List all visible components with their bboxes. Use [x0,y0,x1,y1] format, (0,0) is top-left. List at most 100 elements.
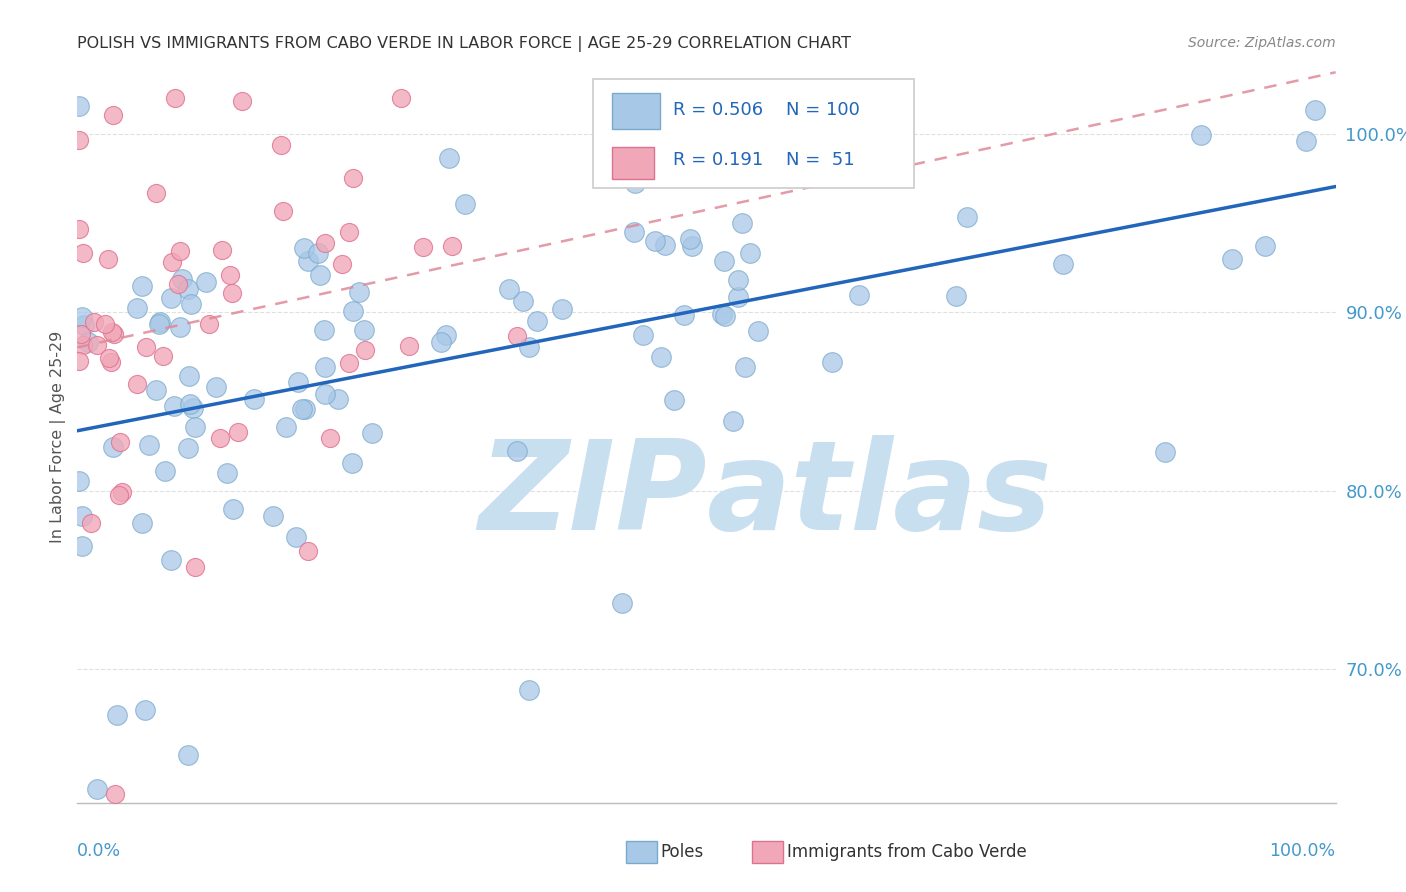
Point [105,708,128,723]
Text: 100.0%: 100.0% [1270,842,1336,860]
Point [163,399,186,413]
Point [1220,252,1243,266]
Point [72,337,94,351]
Point [165,91,187,105]
Point [319,431,342,445]
Point [610,596,633,610]
Point [673,308,696,322]
Point [149,315,172,329]
Point [170,271,193,285]
Point [270,138,292,153]
Point [262,508,284,523]
Point [152,349,174,363]
Bar [612,147,654,179]
Point [454,196,477,211]
Point [297,544,319,558]
Point [138,438,160,452]
Point [337,357,360,371]
Point [205,380,228,394]
Text: 0.0%: 0.0% [77,842,121,860]
Point [108,435,131,450]
Point [101,107,124,121]
Point [434,328,457,343]
Point [664,392,686,407]
Point [221,286,243,301]
Point [219,268,242,282]
Point [945,289,967,303]
Text: N =  51: N = 51 [786,152,855,169]
Point [314,387,336,401]
Point [644,235,666,249]
Point [1303,103,1326,117]
Point [650,350,672,364]
Point [727,273,749,287]
Point [86,338,108,352]
Point [347,285,370,299]
Point [512,293,534,308]
Point [292,241,315,255]
Point [208,431,231,445]
Point [148,317,170,331]
Point [506,444,529,458]
Point [145,383,167,397]
Point [430,334,453,349]
Point [307,245,329,260]
Point [505,328,527,343]
Point [222,501,245,516]
Text: atlas: atlas [707,435,1052,556]
Point [1189,128,1212,142]
Point [721,414,744,428]
Point [1295,134,1317,148]
Point [360,425,382,440]
Point [131,516,153,530]
Point [439,151,461,165]
Point [184,560,207,574]
Point [125,301,148,316]
Text: POLISH VS IMMIGRANTS FROM CABO VERDE IN LABOR FORCE | AGE 25-29 CORRELATION CHAR: POLISH VS IMMIGRANTS FROM CABO VERDE IN … [77,36,851,52]
Point [744,131,766,145]
Point [956,210,979,224]
Point [342,456,364,470]
Point [330,257,353,271]
Point [623,225,645,239]
Point [100,355,122,369]
Point [72,539,94,553]
Point [526,314,548,328]
Text: Source: ZipAtlas.com: Source: ZipAtlas.com [1188,36,1336,50]
Point [714,309,737,323]
Point [231,95,253,109]
Point [654,238,676,252]
Point [100,325,122,339]
Point [412,240,434,254]
Point [97,252,120,267]
Point [314,323,336,337]
Text: R = 0.191: R = 0.191 [672,152,763,169]
Point [72,310,94,324]
Point [111,485,134,500]
Point [169,319,191,334]
Point [166,277,188,291]
Point [848,288,870,302]
Point [107,488,129,502]
Point [127,377,149,392]
Point [177,747,200,762]
Point [291,402,314,417]
Point [679,232,702,246]
Point [181,401,204,416]
Point [179,369,201,384]
Point [177,441,200,455]
Point [243,392,266,407]
Point [153,464,176,478]
Point [738,245,761,260]
Point [328,392,350,407]
Point [195,275,218,289]
Point [747,324,769,338]
Point [67,133,90,147]
Point [70,326,93,341]
Point [517,340,540,354]
Text: N = 100: N = 100 [786,102,859,120]
Point [314,235,336,250]
Point [160,292,183,306]
Point [83,315,105,329]
Point [681,239,703,253]
